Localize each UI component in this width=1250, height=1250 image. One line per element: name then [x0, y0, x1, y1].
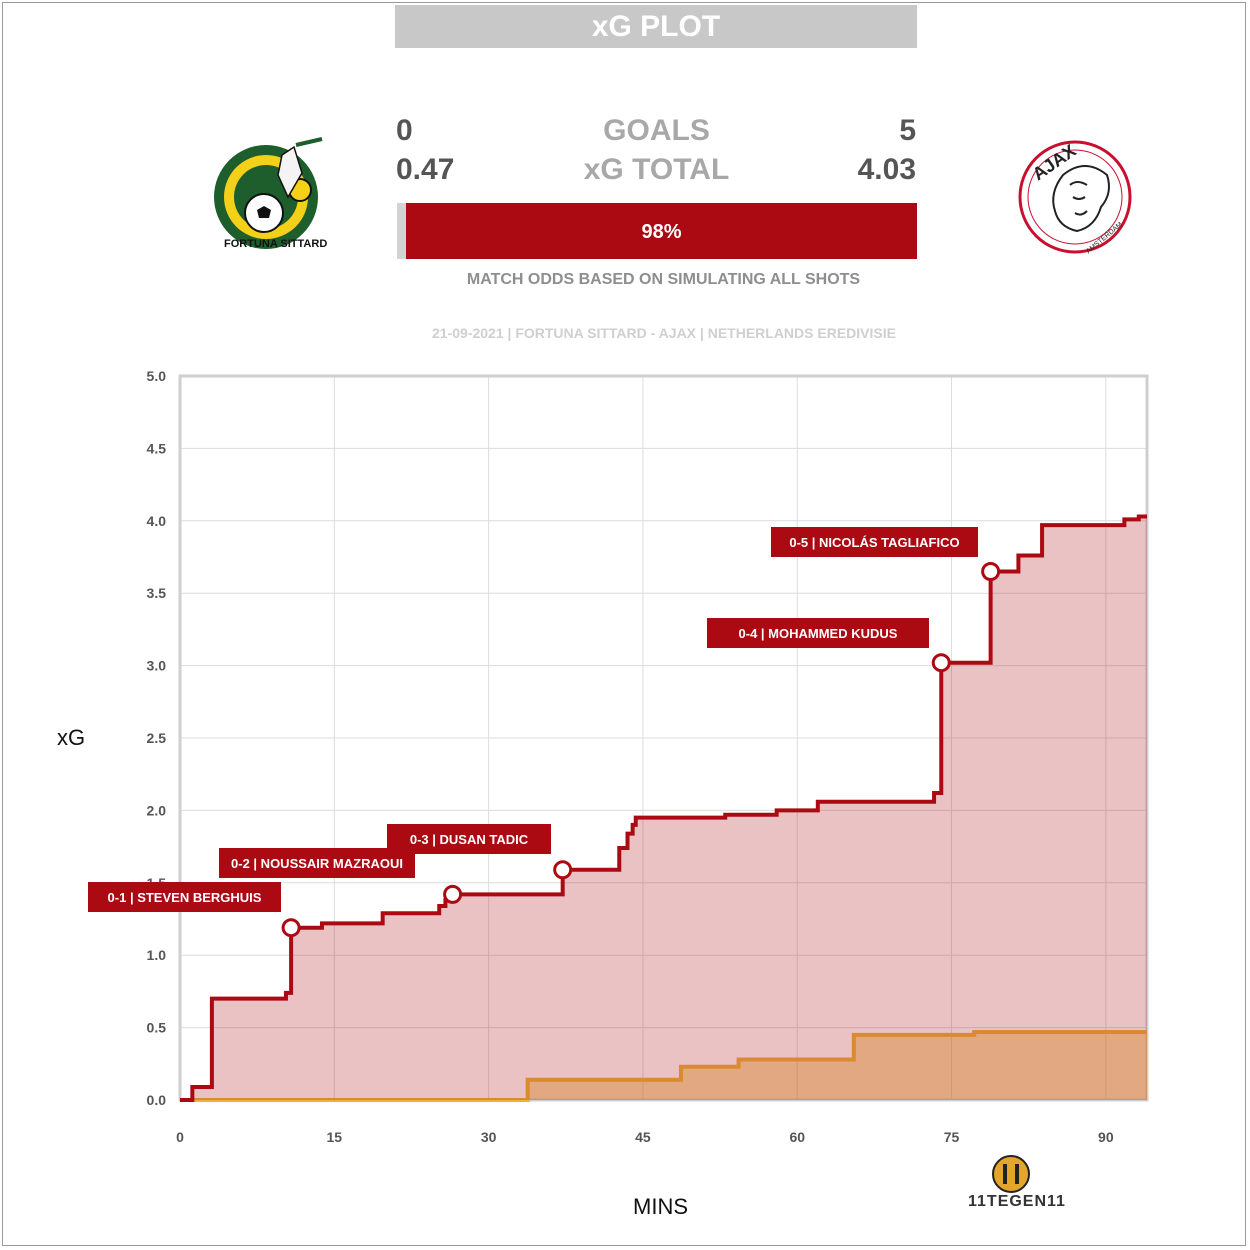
brand-text: 11TEGEN11	[968, 1193, 1066, 1210]
ajax-logo: AJAX AMSTERDAM	[1018, 140, 1132, 255]
goal-label-text: 0-3 | DUSAN TADIC	[410, 832, 529, 847]
goal-label-box	[707, 618, 929, 648]
11tegen11-logo-icon	[992, 1155, 1030, 1193]
match-info: 21-09-2021 | FORTUNA SITTARD - AJAX | NE…	[432, 325, 896, 341]
goal-marker	[931, 653, 951, 673]
goal-marker	[443, 884, 463, 904]
y-tick-label: 2.0	[147, 802, 167, 818]
goal-label-box	[771, 527, 978, 557]
plot-border	[178, 374, 1149, 1102]
y-tick-label: 2.5	[147, 730, 167, 746]
x-tick-label: 90	[1098, 1129, 1114, 1145]
goals-label: GOALS	[603, 114, 710, 147]
y-tick-label: 1.0	[147, 947, 167, 963]
xg-total-label: xG TOTAL	[583, 153, 730, 186]
odds-caption: MATCH ODDS BASED ON SIMULATING ALL SHOTS	[466, 271, 861, 288]
x-tick-label: 15	[327, 1129, 343, 1145]
y-tick-label: 4.0	[147, 513, 167, 529]
y-tick-label: 5.0	[147, 368, 167, 384]
page-title: xG PLOT	[395, 5, 917, 48]
x-tick-label: 45	[635, 1129, 651, 1145]
goal-label-box	[387, 824, 551, 854]
home-goals: 0	[396, 114, 413, 147]
away-win-odds-fill: 98%	[406, 203, 917, 259]
goal-label-text: 0-5 | NICOLÁS TAGLIAFICO	[789, 535, 959, 550]
home-xg-total: 0.47	[396, 153, 455, 186]
goal-marker	[281, 918, 301, 938]
y-tick-label: 3.0	[147, 658, 167, 674]
fortuna-sittard-logo: FORTUNA SITTARD	[214, 137, 327, 250]
x-tick-label: 60	[789, 1129, 805, 1145]
goal-marker	[981, 561, 1001, 581]
x-tick-label: 30	[481, 1129, 497, 1145]
x-tick-label: 0	[176, 1129, 184, 1145]
series-area-fortuna-sittard	[180, 1031, 1147, 1100]
goal-marker	[553, 860, 573, 880]
x-tick-label: 75	[944, 1129, 960, 1145]
match-odds-bar: 98%	[397, 203, 917, 259]
x-axis-label: MINS	[633, 1194, 688, 1219]
goal-label-text: 0-2 | NOUSSAIR MAZRAOUI	[231, 856, 403, 871]
y-tick-label: 0.0	[147, 1092, 167, 1108]
series-line-fortuna-sittard	[180, 1029, 1147, 1102]
y-axis-label: xG	[57, 725, 86, 750]
goal-label-box	[88, 882, 281, 912]
goal-label-box	[219, 848, 415, 878]
y-tick-label: 0.5	[147, 1020, 167, 1036]
series-area-ajax	[180, 516, 1147, 1100]
y-tick-label: 3.5	[147, 585, 167, 601]
y-tick-label: 4.5	[147, 440, 167, 456]
away-xg-total: 4.03	[857, 153, 916, 186]
goal-label-text: 0-4 | MOHAMMED KUDUS	[739, 626, 898, 641]
goal-label-text: 0-1 | STEVEN BERGHUIS	[108, 890, 262, 905]
home-logo-text: FORTUNA SITTARD	[224, 238, 327, 250]
away-goals: 5	[899, 114, 916, 147]
